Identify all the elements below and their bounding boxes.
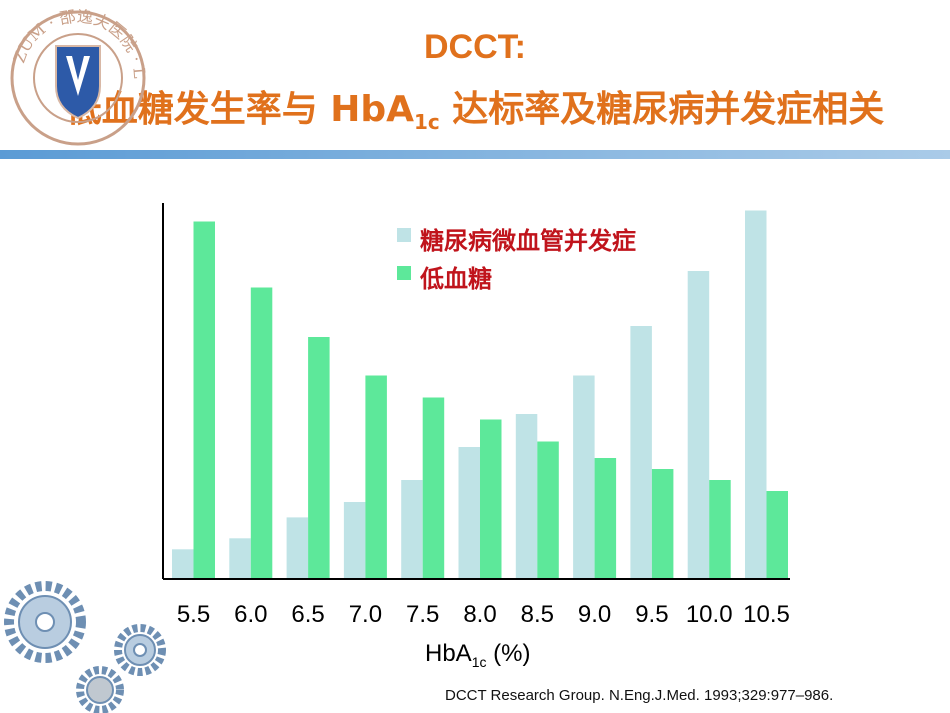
bar-hypoglycemia-9.0 xyxy=(594,458,617,579)
slide-subtitle: 低血糖发生率与 HbA1c 达标率及糖尿病并发症相关 xyxy=(0,80,950,134)
legend-label-microvascular: 糖尿病微血管并发症 xyxy=(420,226,636,255)
x-tick-label: 5.5 xyxy=(177,601,210,628)
bar-microvascular-9.0 xyxy=(573,375,595,579)
subtitle-subscript: 1c xyxy=(413,110,440,135)
bar-hypoglycemia-8.5 xyxy=(537,441,559,579)
bar-microvascular-8.5 xyxy=(515,414,538,579)
x-tick-label: 9.0 xyxy=(578,601,611,628)
bar-microvascular-10.5 xyxy=(745,210,767,579)
source-citation: DCCT Research Group. N.Eng.J.Med. 1993;3… xyxy=(445,687,834,704)
hospital-logo: ZUM · 邵逸夫医院 · L xyxy=(9,8,148,146)
bar-hypoglycemia-10.0 xyxy=(709,480,731,579)
legend-swatch-microvascular xyxy=(397,228,411,242)
bar-hypoglycemia-6.0 xyxy=(250,287,273,579)
bar-microvascular-6.0 xyxy=(229,538,251,579)
x-axis-title-unit: (%) xyxy=(486,640,531,667)
x-axis-title-sub: 1c xyxy=(471,653,487,670)
bar-hypoglycemia-8.0 xyxy=(480,419,502,579)
bar-microvascular-6.5 xyxy=(286,517,309,579)
bars-group xyxy=(172,210,788,579)
legend-swatch-hypoglycemia xyxy=(397,266,411,280)
bar-hypoglycemia-5.5 xyxy=(193,221,215,579)
bar-microvascular-7.5 xyxy=(401,480,423,579)
bar-hypoglycemia-10.5 xyxy=(766,491,788,579)
bar-microvascular-7.0 xyxy=(343,502,366,579)
legend: 糖尿病微血管并发症 低血糖 xyxy=(397,226,636,293)
slide-title: DCCT: xyxy=(424,28,526,66)
bar-hypoglycemia-7.5 xyxy=(422,397,445,579)
legend-label-hypoglycemia: 低血糖 xyxy=(419,264,492,293)
x-tick-label: 10.0 xyxy=(686,601,733,628)
bar-microvascular-5.5 xyxy=(172,549,194,579)
bar-hypoglycemia-9.5 xyxy=(651,469,674,579)
x-tick-label: 7.0 xyxy=(349,601,382,628)
bar-microvascular-10.0 xyxy=(687,271,710,579)
x-tick-label: 6.5 xyxy=(291,601,324,628)
gears-decoration-icon xyxy=(4,581,166,713)
bar-hypoglycemia-6.5 xyxy=(308,337,330,579)
x-tick-label: 8.0 xyxy=(463,601,496,628)
x-tick-labels: 5.5 6.0 6.5 7.0 7.5 8.0 8.5 9.0 9.5 10.0 10.5 xyxy=(177,601,790,628)
subtitle-part1: 低血糖发生率与 HbA xyxy=(65,89,414,130)
x-axis-title: HbA1c (%) xyxy=(425,640,530,670)
x-tick-label: 6.0 xyxy=(234,601,267,628)
bar-microvascular-9.5 xyxy=(630,326,652,579)
x-axis-title-main: HbA xyxy=(425,640,472,667)
x-tick-label: 8.5 xyxy=(521,601,554,628)
x-tick-label: 10.5 xyxy=(743,601,790,628)
x-tick-label: 9.5 xyxy=(635,601,668,628)
bar-microvascular-8.0 xyxy=(458,447,480,579)
bar-hypoglycemia-7.0 xyxy=(365,375,387,579)
x-tick-label: 7.5 xyxy=(406,601,439,628)
header-band xyxy=(0,150,950,159)
subtitle-part2: 达标率及糖尿病并发症相关 xyxy=(439,89,885,130)
